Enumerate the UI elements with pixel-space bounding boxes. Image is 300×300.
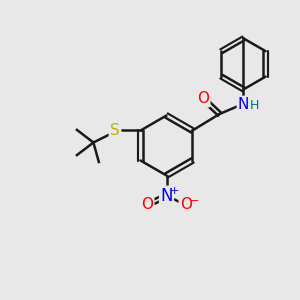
Text: H: H	[249, 99, 259, 112]
Text: N: N	[238, 97, 249, 112]
Text: S: S	[110, 123, 120, 138]
Text: +: +	[170, 185, 180, 196]
Text: −: −	[190, 196, 200, 206]
Text: O: O	[180, 197, 192, 212]
Text: O: O	[141, 197, 153, 212]
Text: N: N	[160, 187, 173, 205]
Text: O: O	[197, 91, 209, 106]
